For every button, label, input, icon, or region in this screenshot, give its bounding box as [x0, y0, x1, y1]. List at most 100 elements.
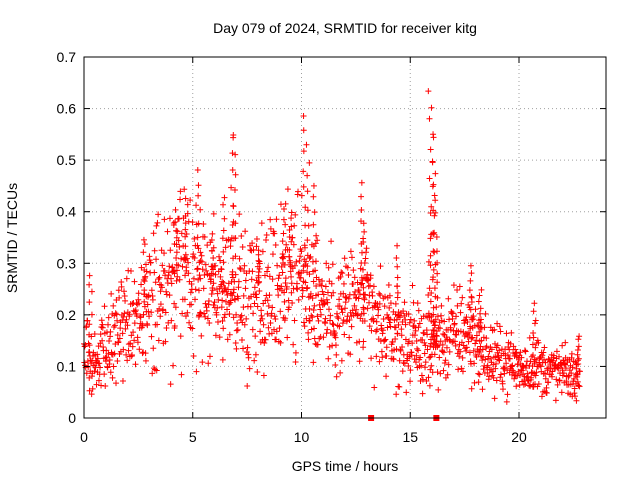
- data-point: [338, 357, 345, 364]
- data-point: [166, 292, 173, 299]
- data-point: [141, 298, 148, 305]
- data-point: [291, 222, 298, 229]
- data-point: [251, 284, 258, 291]
- data-point: [86, 272, 93, 279]
- data-point: [419, 376, 426, 383]
- data-point: [305, 336, 312, 343]
- data-point: [189, 219, 196, 226]
- data-point: [237, 266, 244, 273]
- data-point: [209, 266, 216, 273]
- data-point: [475, 298, 482, 305]
- data-point: [503, 398, 510, 405]
- data-point: [158, 284, 165, 291]
- data-point: [272, 242, 279, 249]
- data-point: [387, 316, 394, 323]
- data-point: [540, 370, 547, 377]
- data-point: [332, 334, 339, 341]
- data-point: [306, 159, 313, 166]
- data-point: [351, 302, 358, 309]
- data-point: [200, 285, 207, 292]
- data-point: [163, 291, 170, 298]
- data-point: [197, 206, 204, 213]
- data-point: [466, 349, 473, 356]
- data-point: [405, 362, 412, 369]
- data-point: [141, 287, 148, 294]
- data-point: [162, 309, 169, 316]
- data-point: [389, 339, 396, 346]
- data-point: [282, 275, 289, 282]
- data-point: [521, 347, 528, 354]
- data-point: [89, 357, 96, 364]
- data-point: [568, 370, 575, 377]
- data-point: [381, 303, 388, 310]
- data-point: [240, 345, 247, 352]
- data-point: [260, 321, 267, 328]
- data-point: [132, 361, 139, 368]
- data-point: [427, 235, 434, 242]
- data-point: [300, 168, 307, 175]
- data-point: [177, 333, 184, 340]
- data-point: [487, 355, 494, 362]
- data-point: [188, 281, 195, 288]
- x-tick-label: 20: [511, 429, 527, 445]
- data-point: [366, 323, 373, 330]
- data-point: [527, 383, 534, 390]
- data-point: [368, 327, 375, 334]
- data-point: [139, 322, 146, 329]
- data-point: [530, 308, 537, 315]
- data-point: [480, 366, 487, 373]
- data-point: [157, 301, 164, 308]
- data-point: [221, 311, 228, 318]
- data-point: [234, 319, 241, 326]
- data-point: [230, 289, 237, 296]
- data-point: [217, 257, 224, 264]
- data-point: [120, 313, 127, 320]
- data-point: [405, 311, 412, 318]
- data-point: [476, 338, 483, 345]
- data-point: [331, 329, 338, 336]
- data-point: [232, 271, 239, 278]
- data-point: [378, 325, 385, 332]
- data-point: [173, 277, 180, 284]
- data-point: [468, 385, 475, 392]
- data-point: [492, 365, 499, 372]
- data-point: [541, 356, 548, 363]
- data-point: [122, 325, 129, 332]
- data-point: [264, 297, 271, 304]
- data-point: [161, 216, 168, 223]
- data-point: [488, 346, 495, 353]
- data-point: [339, 270, 346, 277]
- data-point: [308, 312, 315, 319]
- data-point: [150, 230, 157, 237]
- data-point: [285, 304, 292, 311]
- data-point: [168, 280, 175, 287]
- data-point: [344, 264, 351, 271]
- data-point: [477, 305, 484, 312]
- data-point: [190, 275, 197, 282]
- data-point: [416, 320, 423, 327]
- data-point: [97, 331, 104, 338]
- data-point: [413, 338, 420, 345]
- data-point: [454, 302, 461, 309]
- data-point: [435, 386, 442, 393]
- data-point: [397, 347, 404, 354]
- data-point: [324, 299, 331, 306]
- data-point: [441, 318, 448, 325]
- data-point: [352, 288, 359, 295]
- data-point: [194, 266, 201, 273]
- data-point: [208, 263, 215, 270]
- data-point: [431, 192, 438, 199]
- data-point: [425, 291, 432, 298]
- data-point: [301, 323, 308, 330]
- data-point: [371, 384, 378, 391]
- data-point: [324, 326, 331, 333]
- data-point: [253, 236, 260, 243]
- data-point: [433, 233, 440, 240]
- data-point: [185, 270, 192, 277]
- data-point: [313, 292, 320, 299]
- data-point: [149, 370, 156, 377]
- data-point: [127, 267, 134, 274]
- data-point: [248, 276, 255, 283]
- data-point: [348, 323, 355, 330]
- data-point: [229, 222, 236, 228]
